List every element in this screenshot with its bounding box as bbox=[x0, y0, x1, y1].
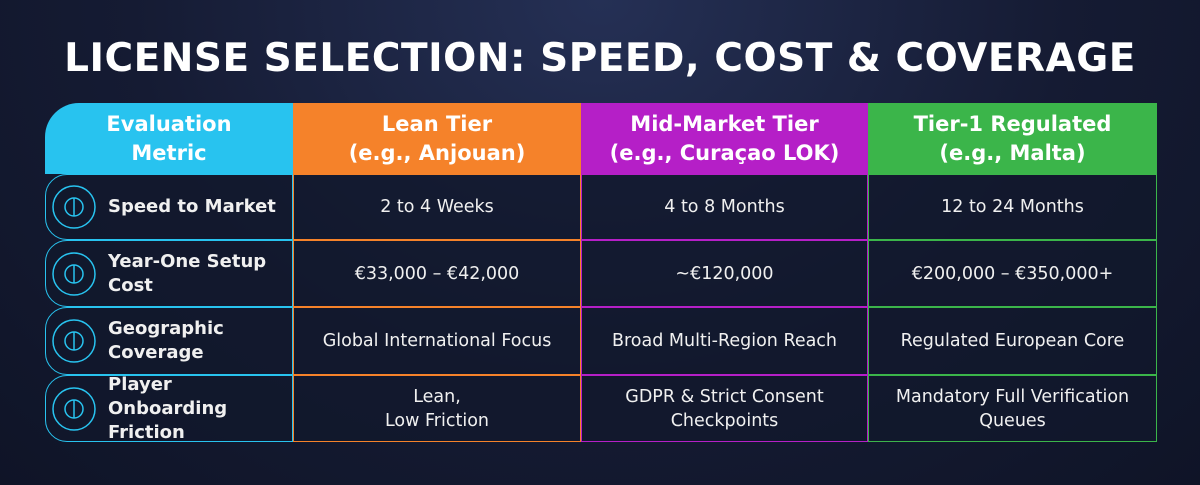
header-cell: Tier-1 Regulated (e.g., Malta) bbox=[868, 103, 1157, 174]
value-cell: Global International Focus bbox=[293, 307, 581, 375]
cell-line: Lean, bbox=[413, 386, 461, 407]
cell-line: Cost bbox=[108, 274, 153, 296]
cell-line: Checkpoints bbox=[670, 410, 779, 431]
cell-line: Evaluation bbox=[106, 111, 232, 136]
cell-line: Player Onboarding bbox=[108, 373, 228, 419]
metric-icon bbox=[52, 251, 96, 296]
header-cell: Evaluation Metric bbox=[45, 103, 293, 174]
cell-line: Metric bbox=[131, 140, 207, 165]
cell-line: Tier-1 Regulated bbox=[913, 111, 1112, 136]
cell-line: 12 to 24 Months bbox=[941, 197, 1084, 217]
header-cell: Mid-Market Tier (e.g., Curaçao LOK) bbox=[581, 103, 868, 174]
metric-icon bbox=[52, 319, 96, 363]
cell-line: (e.g., Anjouan) bbox=[348, 140, 526, 165]
value-cell: 12 to 24 Months bbox=[868, 174, 1157, 240]
value-cell: GDPR & Strict Consent Checkpoints bbox=[581, 375, 868, 442]
cell-line: Global International Focus bbox=[322, 331, 552, 351]
value-cell: ~€120,000 bbox=[581, 240, 868, 307]
value-cell: 2 to 4 Weeks bbox=[293, 174, 581, 240]
metric-cell: Year-One Setup Cost bbox=[45, 240, 293, 307]
cell-line: Geographic bbox=[108, 318, 224, 339]
cell-line: €200,000 – €350,000+ bbox=[911, 263, 1114, 284]
value-cell: Broad Multi-Region Reach bbox=[581, 307, 868, 375]
title: LICENSE SELECTION: SPEED, COST & COVERAG… bbox=[64, 36, 1136, 81]
cell-line: Mandatory Full Verification bbox=[895, 386, 1130, 407]
metric-cell: Geographic Coverage bbox=[45, 307, 293, 375]
cell-line: (e.g., Malta) bbox=[939, 140, 1086, 165]
metric-cell: Speed to Market bbox=[45, 174, 293, 240]
cell-line: Mid-Market Tier bbox=[630, 111, 819, 136]
value-cell: €200,000 – €350,000+ bbox=[868, 240, 1157, 307]
cell-line: Lean Tier bbox=[381, 111, 493, 136]
metric-icon bbox=[52, 185, 96, 229]
value-cell: €33,000 – €42,000 bbox=[293, 240, 581, 307]
cell-line: Low Friction bbox=[384, 410, 490, 431]
value-cell: Mandatory Full Verification Queues bbox=[868, 375, 1157, 442]
cell-line: ~€120,000 bbox=[675, 263, 774, 284]
cell-line: Queues bbox=[979, 410, 1046, 431]
cell-line: Coverage bbox=[108, 342, 204, 363]
cell-line: Broad Multi-Region Reach bbox=[611, 331, 838, 351]
cell-line: Regulated European Core bbox=[900, 331, 1125, 351]
value-cell: Lean, Low Friction bbox=[293, 375, 581, 442]
value-cell: Regulated European Core bbox=[868, 307, 1157, 375]
cell-line: Friction bbox=[108, 421, 185, 443]
cell-line: 4 to 8 Months bbox=[664, 197, 785, 217]
cell-line: €33,000 – €42,000 bbox=[354, 263, 520, 284]
cell-line: Speed to Market bbox=[108, 196, 276, 217]
cell-line: 2 to 4 Weeks bbox=[380, 197, 494, 217]
header-cell: Lean Tier (e.g., Anjouan) bbox=[293, 103, 581, 174]
metric-icon bbox=[52, 386, 96, 431]
cell-line: Year-One Setup bbox=[108, 250, 267, 272]
cell-line: GDPR & Strict Consent bbox=[625, 386, 824, 407]
value-cell: 4 to 8 Months bbox=[581, 174, 868, 240]
cell-line: (e.g., Curaçao LOK) bbox=[609, 140, 840, 165]
metric-cell: Player Onboarding Friction bbox=[45, 373, 293, 443]
